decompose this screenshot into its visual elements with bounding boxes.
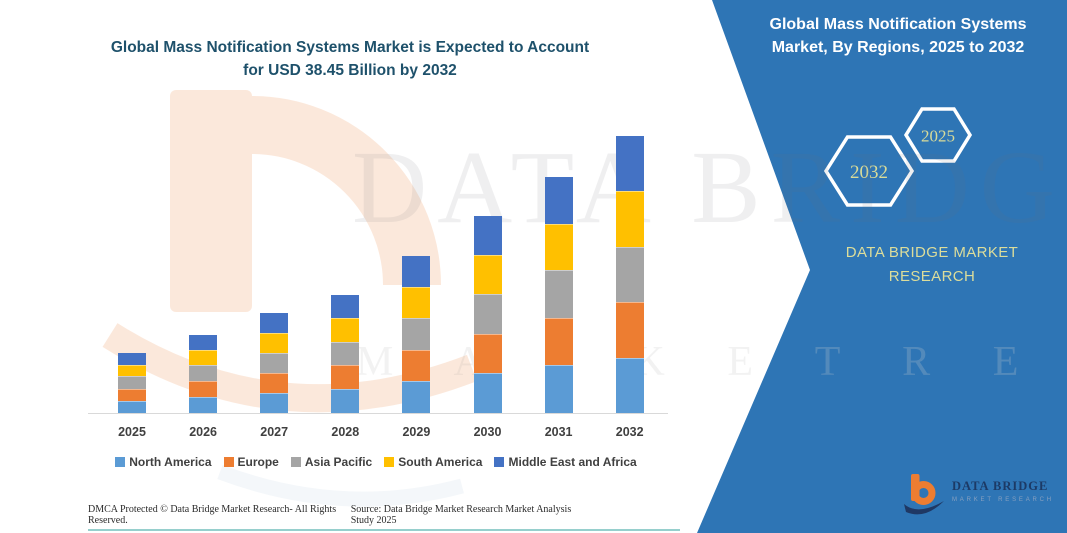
footer-right: Source: Data Bridge Market Research Mark…: [350, 504, 572, 526]
hexagons: 2032 2025: [823, 107, 973, 207]
bar-segment-north-america: [402, 381, 431, 413]
bar-segment-middle-east-and-africa: [473, 216, 502, 256]
bar-segment-asia-pacific: [260, 352, 289, 373]
bar-segment-asia-pacific: [189, 365, 218, 382]
bar-segment-south-america: [118, 364, 146, 377]
bar-segment-europe: [118, 388, 146, 401]
legend-label: North America: [129, 455, 212, 469]
bar-segment-middle-east-and-africa: [402, 256, 431, 287]
year-label: 2029: [402, 425, 431, 439]
legend-label: Asia Pacific: [304, 455, 373, 469]
legend-swatch: [223, 457, 234, 467]
panel-heading-line1: Global Mass Notification Systems: [769, 16, 1027, 33]
legend-swatch: [384, 457, 395, 467]
bar-segment-asia-pacific: [473, 294, 502, 334]
bottom-accent-line: [88, 529, 680, 531]
bar-segment-europe: [402, 349, 431, 382]
bar-segment-europe: [331, 365, 360, 390]
legend-item-asia-pacific: Asia Pacific: [290, 455, 373, 469]
bar-segment-middle-east-and-africa: [260, 312, 289, 333]
chart-title: Global Mass Notification Systems Market …: [20, 36, 680, 82]
year-label: 2027: [260, 425, 289, 439]
bar-segment-north-america: [615, 357, 644, 413]
bar-segment-asia-pacific: [118, 376, 146, 389]
bar-segment-north-america: [118, 400, 146, 413]
bar-group-2030: [473, 216, 502, 413]
dbmr-logo: DATA BRIDGE MARKET RESEARCH: [902, 471, 1054, 519]
bar-segment-north-america: [473, 373, 502, 413]
year-label: 2025: [118, 425, 146, 439]
bar-segment-europe: [473, 333, 502, 374]
legend-label: Middle East and Africa: [508, 455, 637, 469]
logo-tagline: MARKET RESEARCH: [952, 497, 1054, 503]
bar-group-2028: [331, 294, 360, 413]
bar-segment-north-america: [544, 365, 573, 413]
bar-group-2025: [118, 353, 146, 413]
panel-heading: Global Mass Notification Systems Market,…: [752, 13, 1044, 59]
bar-segment-south-america: [331, 318, 360, 342]
bar-segment-south-america: [615, 191, 644, 247]
bar-segment-middle-east-and-africa: [615, 136, 644, 192]
bar-group-2031: [544, 176, 573, 413]
year-label: 2032: [615, 425, 644, 439]
bar-group-2027: [260, 312, 289, 413]
bar-segment-europe: [544, 317, 573, 366]
bar-segment-north-america: [331, 389, 360, 413]
legend-item-south-america: South America: [384, 455, 482, 469]
bar-segment-middle-east-and-africa: [544, 176, 573, 224]
bar-segment-north-america: [260, 392, 289, 413]
bar-segment-europe: [615, 302, 644, 358]
bar-segment-south-america: [473, 255, 502, 295]
hexagon-2025-label: 2025: [921, 127, 955, 146]
bar-segment-europe: [189, 381, 218, 398]
bar-segment-asia-pacific: [402, 317, 431, 350]
bar-segment-south-america: [260, 332, 289, 353]
year-label: 2026: [189, 425, 217, 439]
bar-group-2026: [189, 334, 218, 413]
bar-segment-middle-east-and-africa: [189, 334, 218, 350]
logo-texts: DATA BRIDGE MARKET RESEARCH: [952, 479, 1054, 503]
hexagon-2032-label: 2032: [850, 162, 888, 183]
legend-item-middle-east-and-africa: Middle East and Africa: [494, 455, 637, 469]
year-label: 2030: [473, 425, 502, 439]
bar-segment-south-america: [189, 349, 218, 366]
legend-swatch: [115, 457, 126, 467]
bar-segment-asia-pacific: [615, 246, 644, 303]
legend-label: Europe: [237, 455, 279, 469]
logo-name: DATA BRIDGE: [952, 479, 1049, 493]
footer: DMCA Protected © Data Bridge Market Rese…: [88, 504, 594, 526]
panel-heading-line2: Market, By Regions, 2025 to 2032: [771, 39, 1025, 56]
legend: North America Europe Asia Pacific South Ame…: [80, 455, 672, 469]
brand-text-line2: RESEARCH: [888, 268, 976, 285]
chart-title-line2: for USD 38.45 Billion by 2032: [243, 62, 457, 79]
bar-group-2029: [402, 256, 431, 413]
legend-item-europe: Europe: [223, 455, 279, 469]
bar-segment-europe: [260, 372, 289, 393]
hexagon-2025: 2025: [903, 107, 973, 163]
bar-segment-middle-east-and-africa: [118, 353, 146, 365]
bar-group-2032: [615, 136, 644, 413]
bar-segment-north-america: [189, 397, 218, 413]
x-axis-line: [88, 413, 668, 414]
legend-swatch: [290, 457, 301, 467]
hexagon-2032: 2032: [823, 135, 915, 207]
bar-segment-asia-pacific: [544, 270, 573, 318]
bar-segment-south-america: [544, 223, 573, 271]
logo-b-icon: [904, 474, 944, 515]
bar-segment-asia-pacific: [331, 341, 360, 366]
year-label: 2031: [544, 425, 573, 439]
year-label: 2028: [331, 425, 360, 439]
legend-item-north-america: North America: [115, 455, 212, 469]
bar-segment-south-america: [402, 286, 431, 318]
legend-swatch: [494, 457, 505, 467]
chart-title-line1: Global Mass Notification Systems Market …: [110, 39, 590, 56]
legend-label: South America: [398, 455, 483, 469]
bar-segment-middle-east-and-africa: [331, 294, 360, 319]
brand-text: DATA BRIDGE MARKET RESEARCH: [812, 241, 1052, 289]
footer-left: DMCA Protected © Data Bridge Market Rese…: [88, 504, 337, 526]
brand-text-line1: DATA BRIDGE MARKET: [845, 244, 1019, 261]
